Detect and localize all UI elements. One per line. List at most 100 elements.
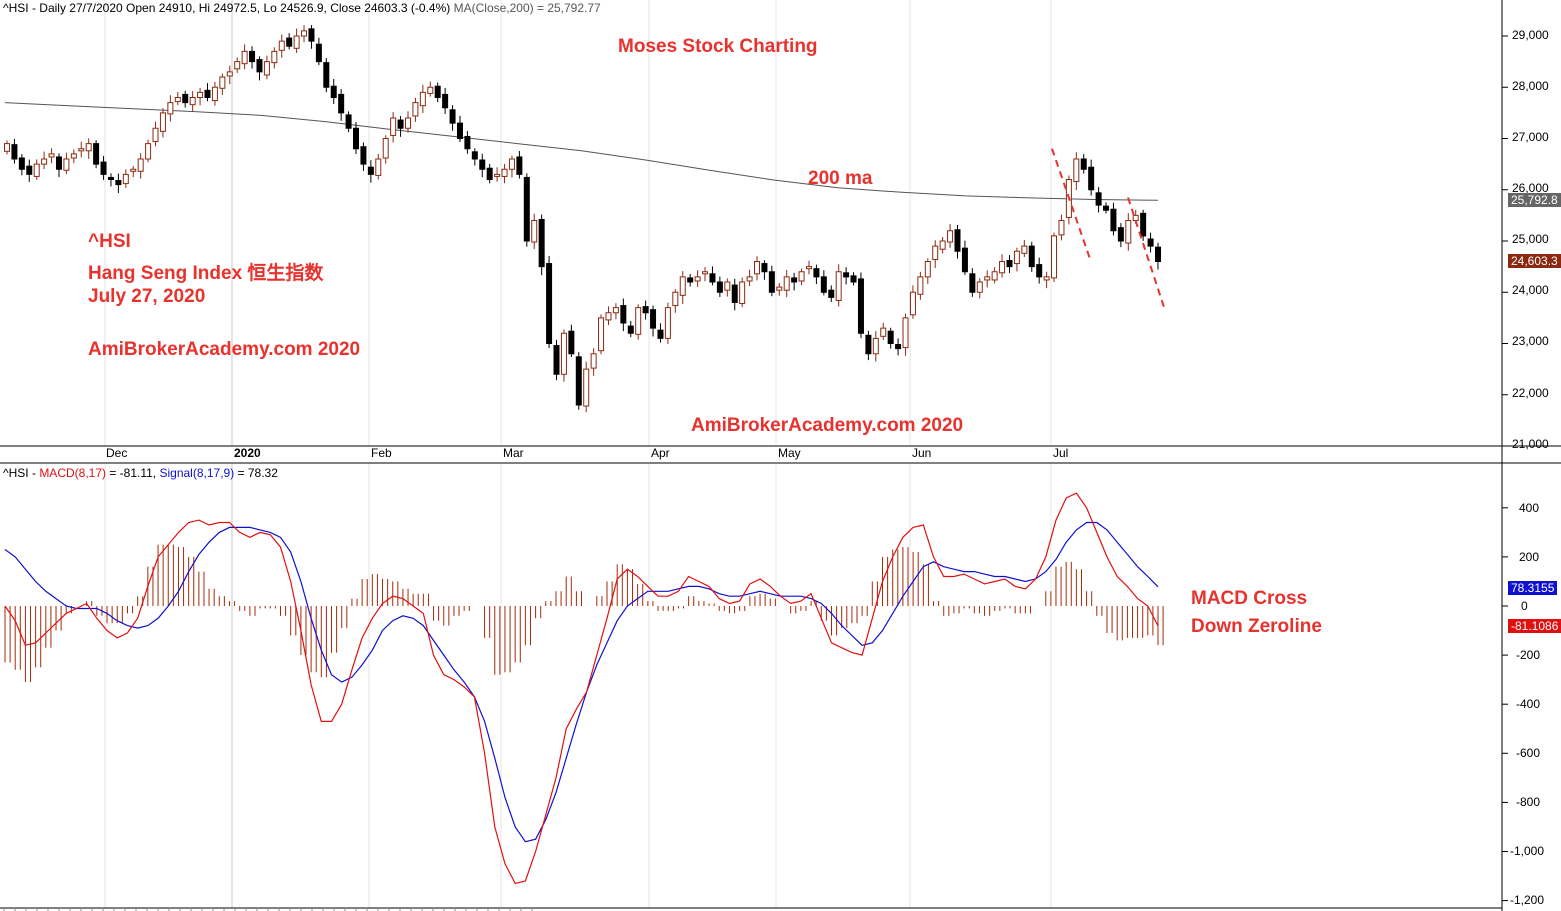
ma-200-line (4, 102, 1159, 201)
candle-body (427, 86, 434, 94)
ma-title: MA(Close,200) = 25,792.77 (453, 1, 601, 15)
x-tick: Dec (106, 446, 128, 460)
candle-body (709, 273, 716, 283)
price-y-tick: 21,000 (1512, 437, 1549, 451)
candle-body (724, 281, 731, 291)
candle-body (382, 138, 389, 159)
signal-value: = 78.32 (234, 466, 278, 480)
macd-value-tag: -81.1086 (1508, 619, 1561, 633)
candle-body (984, 276, 991, 281)
candle-body (620, 305, 627, 324)
candle-body (234, 61, 241, 70)
candle-body (434, 85, 441, 98)
signal-value-tag: 78.3155 (1508, 581, 1558, 595)
candle-body (419, 91, 426, 107)
candle-body (78, 148, 85, 152)
candle-body (70, 153, 77, 159)
price-y-tick: 26,000 (1512, 181, 1549, 195)
candle-body (731, 284, 738, 304)
candle-body (501, 168, 508, 177)
candle-body (256, 59, 263, 73)
candle-body (865, 334, 872, 355)
candle-body (360, 146, 367, 165)
candle-body (412, 102, 419, 117)
candle-body (895, 344, 902, 350)
candle-body (308, 28, 315, 42)
macd-line (4, 492, 1159, 885)
index-name-annotation: Hang Seng Index 恒生指数 (88, 263, 324, 284)
candle-body (442, 93, 449, 109)
macd-panel-title: ^HSI - MACD(8,17) = -81.11, Signal(8,17,… (3, 466, 278, 480)
candle-body (650, 309, 657, 329)
macd-note-line2: Down Zeroline (1191, 616, 1322, 637)
candle-body (739, 281, 746, 305)
ma-value-tag: 25,792.8 (1508, 193, 1561, 207)
x-tick: Mar (503, 446, 524, 460)
candle-body (1013, 250, 1020, 265)
candle-body (813, 268, 820, 278)
candle-body (449, 109, 456, 124)
candle-body (1058, 220, 1065, 236)
macd-y-tick: 400 (1519, 501, 1540, 515)
price-panel-title: ^HSI - Daily 27/7/2020 Open 24910, Hi 24… (3, 1, 601, 15)
candle-body (182, 93, 189, 104)
candle-body (271, 50, 278, 64)
candle-body (479, 159, 486, 170)
candle-body (486, 167, 493, 181)
x-tick: Jul (1053, 446, 1069, 460)
candle-body (843, 272, 850, 278)
candle-body (100, 161, 107, 175)
candle-body (768, 271, 775, 293)
candle-body (63, 158, 70, 171)
candle-body (4, 143, 10, 152)
price-y-tick: 22,000 (1512, 386, 1549, 400)
candle-body (55, 156, 62, 170)
x-tick: 2020 (234, 446, 261, 460)
candle-body (642, 306, 649, 314)
candle-body (1051, 235, 1058, 279)
candle-body (828, 289, 835, 298)
candle-body (954, 229, 961, 252)
candle-body (323, 62, 330, 88)
candle-body (263, 61, 270, 76)
candle-body (516, 156, 523, 175)
price-y-tick: 25,000 (1512, 232, 1549, 246)
signal-name: Signal(8,17,9) (159, 466, 235, 480)
trend-dashed-line (1127, 197, 1166, 311)
candle-body (471, 151, 478, 160)
candle-body (330, 85, 337, 98)
candle-body (338, 93, 345, 114)
candle-body (880, 327, 887, 337)
candle-body (531, 220, 538, 243)
candle-body (924, 261, 931, 278)
candle-body (375, 158, 382, 176)
candle-body (226, 71, 233, 77)
candle-body (18, 157, 25, 170)
candle-body (761, 263, 768, 273)
candle-body (590, 353, 597, 369)
candle-body (301, 30, 308, 37)
candle-body (204, 89, 211, 98)
price-y-tick: 27,000 (1512, 130, 1549, 144)
candle-body (1006, 259, 1013, 268)
candle-body (961, 247, 968, 273)
candle-body (687, 277, 694, 283)
macd-note-line1: MACD Cross (1191, 588, 1308, 609)
candle-body (664, 307, 671, 339)
candle-body (197, 91, 204, 98)
candle-body (776, 286, 783, 291)
macd-y-tick: 200 (1519, 550, 1540, 564)
candle-body (1088, 166, 1095, 191)
candle-body (702, 271, 709, 275)
candle-body (93, 143, 100, 165)
macd-lines (4, 492, 1159, 885)
candle-body (850, 275, 857, 283)
candle-body (1110, 208, 1117, 232)
chart-gridlines (104, 0, 1052, 908)
candle-body (397, 119, 404, 129)
x-tick: Jun (912, 446, 932, 460)
candle-body (612, 307, 619, 314)
candle-body (85, 143, 92, 152)
candle-body (130, 168, 137, 172)
